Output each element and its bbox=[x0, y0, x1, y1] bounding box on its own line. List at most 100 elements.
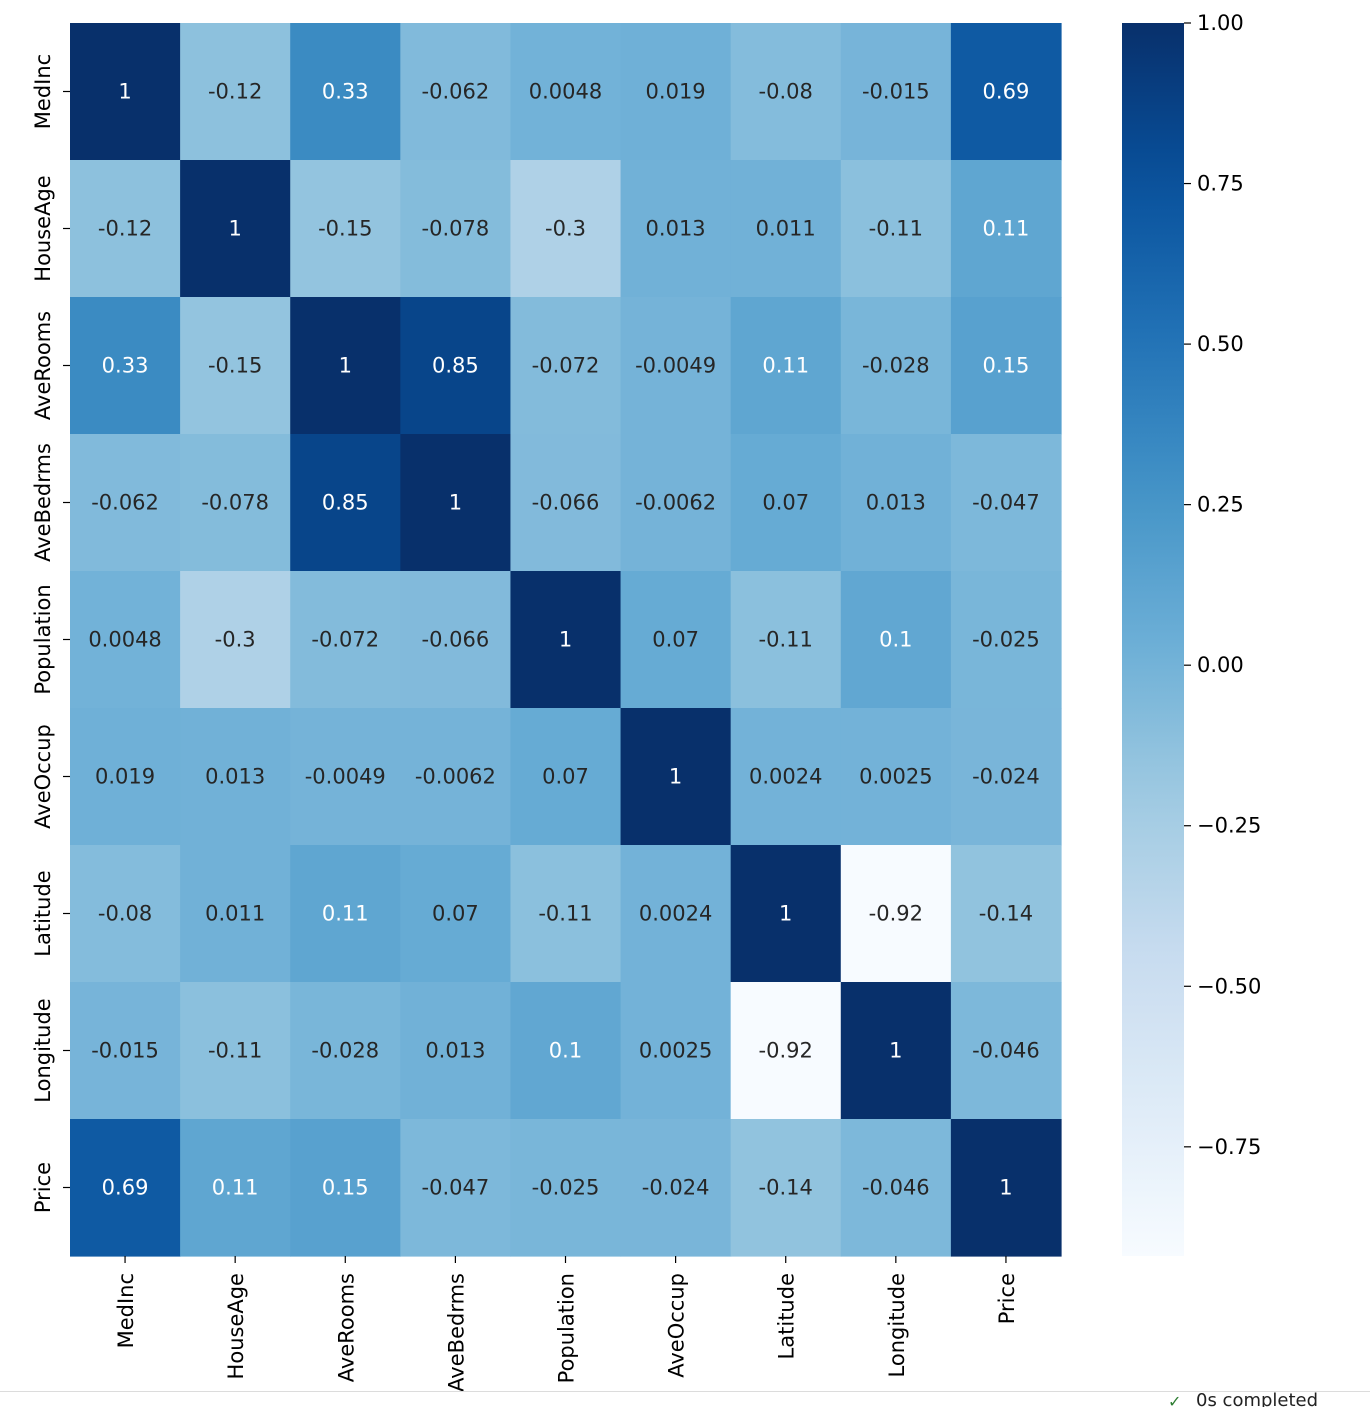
heatmap-cell bbox=[510, 23, 622, 161]
cell-value-label: -0.14 bbox=[759, 1176, 813, 1200]
y-tick-label: AveOccup bbox=[31, 724, 55, 829]
heatmap-cell bbox=[180, 434, 291, 572]
cell-value-label: -0.066 bbox=[532, 491, 600, 515]
x-tick-label: Latitude bbox=[775, 1273, 799, 1359]
cell-value-label: -0.0062 bbox=[415, 765, 496, 789]
heatmap-cell bbox=[620, 845, 732, 983]
heatmap-cell bbox=[730, 982, 842, 1120]
cell-value-label: -0.024 bbox=[972, 765, 1040, 789]
x-tick-label: HouseAge bbox=[224, 1273, 248, 1379]
cell-value-label: 0.15 bbox=[983, 354, 1030, 378]
cell-value-label: -0.028 bbox=[311, 1039, 379, 1063]
cell-value-label: 0.1 bbox=[879, 628, 912, 652]
heatmap-cell bbox=[950, 708, 1062, 846]
cell-value-label: 0.0025 bbox=[639, 1039, 712, 1063]
cell-value-label: 0.011 bbox=[205, 902, 265, 926]
heatmap-cell bbox=[730, 434, 842, 572]
cell-value-label: -0.11 bbox=[759, 628, 813, 652]
cell-value-label: -0.025 bbox=[972, 628, 1040, 652]
cell-value-label: -0.11 bbox=[538, 902, 592, 926]
cell-value-label: 0.69 bbox=[983, 80, 1030, 104]
cell-value-label: -0.0049 bbox=[635, 354, 716, 378]
cell-value-label: -0.062 bbox=[422, 80, 490, 104]
heatmap-cell bbox=[950, 434, 1062, 572]
cell-value-label: 1 bbox=[339, 354, 352, 378]
heatmap-cell bbox=[730, 708, 842, 846]
heatmap-cell bbox=[400, 1119, 512, 1257]
x-tick-label: Population bbox=[555, 1273, 579, 1383]
x-tick-label: Longitude bbox=[885, 1273, 909, 1377]
heatmap-cell bbox=[730, 845, 842, 983]
heatmap-cell bbox=[950, 1119, 1062, 1257]
cell-value-label: 0.85 bbox=[322, 491, 369, 515]
cell-value-label: 0.019 bbox=[95, 765, 155, 789]
colorbar-tick-label: 0.50 bbox=[1197, 332, 1244, 356]
cell-value-label: -0.15 bbox=[318, 217, 372, 241]
heatmap-cell bbox=[180, 1119, 291, 1257]
cell-value-label: 0.013 bbox=[866, 491, 926, 515]
cell-value-label: 0.33 bbox=[102, 354, 149, 378]
heatmap-cell bbox=[70, 982, 181, 1120]
heatmap-cell bbox=[400, 845, 512, 983]
heatmap-cell bbox=[180, 23, 291, 161]
cell-value-label: -0.066 bbox=[422, 628, 490, 652]
cell-value-label: 0.0025 bbox=[859, 765, 932, 789]
y-tick-label: HouseAge bbox=[31, 175, 55, 281]
cell-value-label: -0.025 bbox=[532, 1176, 600, 1200]
colorbar-tick-label: 0.00 bbox=[1197, 653, 1244, 677]
heatmap-cell bbox=[620, 297, 732, 435]
cell-value-label: -0.0049 bbox=[305, 765, 386, 789]
heatmap-cell bbox=[620, 23, 732, 161]
cell-value-label: -0.015 bbox=[862, 80, 930, 104]
y-tick-label: AveBedrms bbox=[31, 443, 55, 562]
cell-value-label: -0.08 bbox=[98, 902, 152, 926]
cell-value-label: 0.013 bbox=[646, 217, 706, 241]
heatmap-cell bbox=[510, 708, 622, 846]
cell-value-label: -0.046 bbox=[972, 1039, 1040, 1063]
heatmap-annotations: 1 -0.12 0.33 -0.062 0.0048 0.019 -0.08 -0.015 0.… bbox=[88, 80, 1039, 1200]
cell-value-label: 0.11 bbox=[762, 354, 809, 378]
heatmap-cell bbox=[510, 571, 622, 709]
heatmap-cell bbox=[400, 160, 512, 298]
cell-value-label: 0.33 bbox=[322, 80, 369, 104]
cell-value-label: 0.0024 bbox=[749, 765, 822, 789]
cell-value-label: -0.12 bbox=[98, 217, 152, 241]
heatmap-cell bbox=[950, 845, 1062, 983]
heatmap-cell bbox=[950, 982, 1062, 1120]
cell-value-label: 0.0048 bbox=[88, 628, 161, 652]
heatmap-cell bbox=[620, 160, 732, 298]
y-tick-label: Longitude bbox=[31, 998, 55, 1102]
cell-value-label: -0.078 bbox=[201, 491, 269, 515]
cell-value-label: -0.072 bbox=[532, 354, 600, 378]
cell-value-label: -0.11 bbox=[208, 1039, 262, 1063]
heatmap-cell bbox=[70, 434, 181, 572]
heatmap-cell bbox=[180, 160, 291, 298]
heatmap-cell bbox=[290, 982, 401, 1120]
cell-value-label: -0.047 bbox=[422, 1176, 490, 1200]
cell-value-label: 1 bbox=[999, 1176, 1012, 1200]
colorbar-tick-label: −0.25 bbox=[1197, 814, 1261, 838]
heatmap-cell bbox=[290, 708, 401, 846]
heatmap-cell bbox=[950, 297, 1062, 435]
heatmap-cell bbox=[950, 23, 1062, 161]
x-tick-label: MedInc bbox=[114, 1273, 138, 1348]
heatmap-cell bbox=[400, 297, 512, 435]
heatmap-cell bbox=[620, 708, 732, 846]
heatmap-cell bbox=[840, 23, 952, 161]
heatmap-cell bbox=[840, 160, 952, 298]
cell-value-label: -0.047 bbox=[972, 491, 1040, 515]
heatmap-cell bbox=[70, 160, 181, 298]
heatmap-cell bbox=[840, 434, 952, 572]
cell-value-label: 0.11 bbox=[983, 217, 1030, 241]
cell-value-label: 0.013 bbox=[425, 1039, 485, 1063]
cell-value-label: 0.69 bbox=[102, 1176, 149, 1200]
y-tick-label: Latitude bbox=[31, 870, 55, 956]
cell-value-label: -0.92 bbox=[869, 902, 923, 926]
status-text: 0s completed bbox=[1196, 1391, 1319, 1407]
heatmap-cell bbox=[840, 845, 952, 983]
heatmap-cells bbox=[70, 23, 1062, 1257]
heatmap-cell bbox=[400, 23, 512, 161]
cell-value-label: 1 bbox=[228, 217, 241, 241]
heatmap-cell bbox=[180, 845, 291, 983]
heatmap-cell bbox=[840, 1119, 952, 1257]
